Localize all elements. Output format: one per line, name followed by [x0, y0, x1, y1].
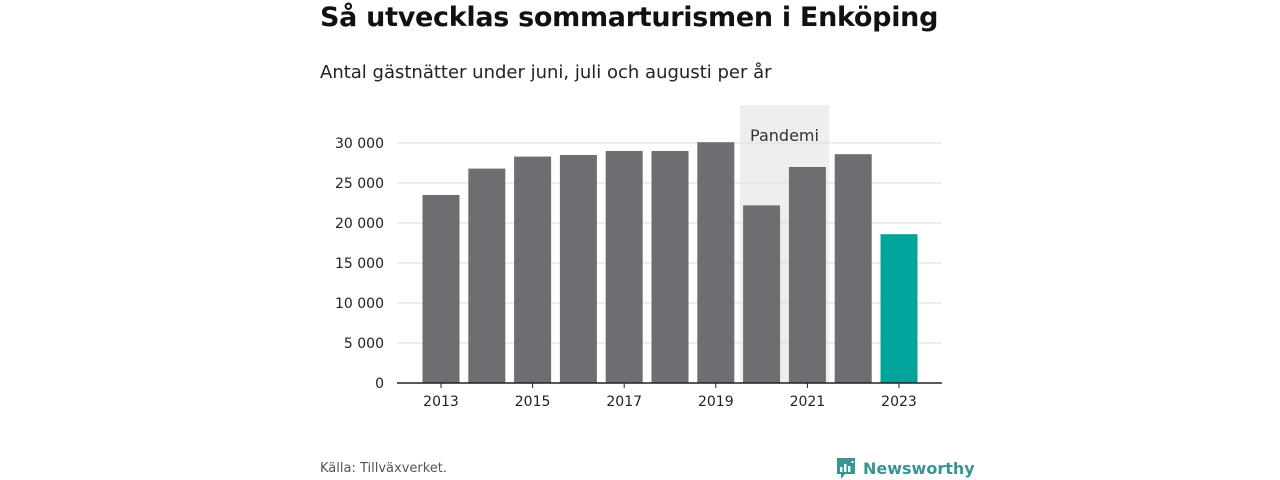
brand-name: Newsworthy: [863, 458, 975, 478]
y-tick-label: 0: [375, 376, 384, 392]
bar-chart: Pandemi 0 5 000 10 000 15 000 20 000 25 000 30 …: [335, 105, 942, 410]
y-tick-label: 30 000: [335, 136, 384, 152]
y-tick-label: 25 000: [335, 176, 384, 192]
x-tick-label: 2017: [606, 394, 642, 410]
x-tick-label: 2019: [698, 394, 734, 410]
bar-2022: [834, 154, 872, 383]
brand-logo[interactable]: Newsworthy: [835, 456, 975, 480]
y-tick-label: 15 000: [335, 256, 384, 272]
bar-2017: [605, 151, 643, 383]
bar-2018: [651, 151, 689, 383]
bar-2015: [514, 156, 552, 383]
x-tick-label: 2021: [790, 394, 826, 410]
bar-2019: [697, 142, 735, 383]
newsworthy-logo-icon: [837, 458, 855, 479]
x-tick-label: 2013: [423, 394, 459, 410]
y-tick-label: 5 000: [344, 336, 384, 352]
y-tick-label: 10 000: [335, 296, 384, 312]
chart-subtitle: Antal gästnätter under juni, juli och au…: [320, 62, 772, 83]
source-note: Källa: Tillväxverket.: [320, 461, 448, 476]
annotation-label: Pandemi: [750, 126, 819, 145]
bar-2023: [880, 234, 918, 383]
x-tick-label: 2023: [881, 394, 917, 410]
bar-2016: [559, 155, 597, 383]
x-tick-label: 2015: [515, 394, 551, 410]
y-tick-label: 20 000: [335, 216, 384, 232]
bar-2013: [422, 195, 460, 383]
bar-2014: [468, 168, 506, 383]
bar-2021: [788, 167, 826, 383]
bar-2020: [743, 205, 781, 383]
chart-title: Så utvecklas sommarturismen i Enköping: [320, 2, 939, 33]
